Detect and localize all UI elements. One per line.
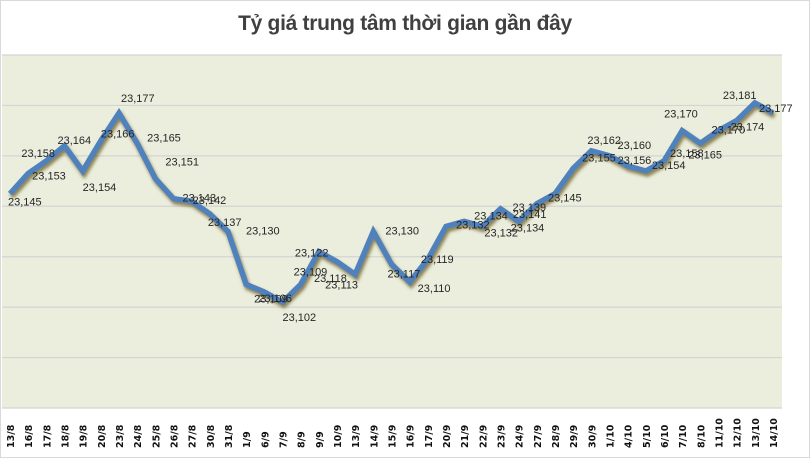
data-label: 23,155 <box>582 152 616 164</box>
plot-area <box>2 55 782 408</box>
data-label: 23,110 <box>418 283 451 295</box>
gridlines <box>2 54 782 409</box>
data-label: 23,130 <box>385 226 419 238</box>
x-tick-label: 18/8 <box>61 424 72 448</box>
x-tick-label: 8/10 <box>696 424 707 448</box>
data-label: 23,143 <box>183 193 217 205</box>
x-tick-label: 9/9 <box>315 431 326 448</box>
x-tick-label: 24/8 <box>133 424 144 448</box>
data-label: 23,166 <box>101 129 135 141</box>
x-tick-label: 29/9 <box>569 425 580 448</box>
x-tick-label: 31/8 <box>224 424 235 448</box>
x-tick-label: 24/9 <box>515 425 526 448</box>
data-label: 23,177 <box>759 103 793 115</box>
data-label: 23,162 <box>587 135 621 147</box>
data-label: 23,134 <box>511 222 545 234</box>
data-label: 23,106 <box>258 293 292 305</box>
data-label: 23,154 <box>83 182 117 194</box>
x-tick-label: 1/9 <box>242 431 253 448</box>
x-tick-label: 20/8 <box>97 424 108 448</box>
data-label: 23,117 <box>388 268 421 280</box>
x-tick-label: 28/9 <box>551 425 562 448</box>
data-label: 23,141 <box>513 209 547 221</box>
x-tick-label: 10/9 <box>333 425 344 448</box>
x-tick-label: 13/10 <box>751 418 762 448</box>
x-tick-label: 4/10 <box>624 424 635 448</box>
data-label: 23,109 <box>294 266 328 278</box>
x-axis: 13/8 16/8 17/8 18/8 19/8 20/8 23/8 24/8 25/8 26/8… <box>6 418 780 448</box>
data-label: 23,145 <box>548 193 582 205</box>
data-label: 23,170 <box>664 109 698 121</box>
x-tick-label: 30/8 <box>206 424 217 448</box>
data-label: 23,118 <box>314 273 347 285</box>
data-label: 23,160 <box>618 140 652 152</box>
x-tick-label: 21/9 <box>460 425 471 448</box>
x-tick-label: 23/8 <box>115 424 126 448</box>
x-tick-label: 14/9 <box>369 425 380 448</box>
x-tick-label: 6/10 <box>660 424 671 448</box>
x-tick-label: 16/8 <box>24 424 35 448</box>
x-tick-label: 15/9 <box>388 425 399 448</box>
x-tick-label: 30/9 <box>587 425 598 448</box>
x-tick-label: 7/9 <box>279 431 290 448</box>
data-label: 23,154 <box>652 160 686 172</box>
x-tick-label: 25/8 <box>151 424 162 448</box>
data-label: 23,170 <box>712 125 746 137</box>
data-label: 23,164 <box>58 135 92 147</box>
data-label: 23,177 <box>121 93 155 105</box>
data-label: 23,158 <box>670 148 704 160</box>
data-label: 23,137 <box>208 217 242 229</box>
data-label: 23,122 <box>295 248 329 260</box>
x-tick-label: 13/8 <box>6 424 17 448</box>
x-tick-label: 26/8 <box>170 424 181 448</box>
data-label: 23,158 <box>21 148 55 160</box>
x-tick-label: 6/9 <box>260 431 271 448</box>
x-tick-label: 20/9 <box>442 425 453 448</box>
x-tick-label: 17/9 <box>424 425 435 448</box>
data-label: 23,132 <box>484 227 518 239</box>
data-label: 23,113 <box>325 279 358 291</box>
x-tick-label: 23/9 <box>497 425 508 448</box>
x-tick-label: 19/8 <box>79 424 90 448</box>
x-tick-label: 8/9 <box>297 431 308 448</box>
x-tick-label: 7/10 <box>678 424 689 448</box>
data-label: 23,145 <box>8 197 42 209</box>
x-tick-label: 22/9 <box>478 425 489 448</box>
data-series-line <box>7 99 775 306</box>
data-labels: 23,14523,15323,15823,16423,15423,16623,1… <box>8 90 793 324</box>
data-label: 23,130 <box>246 226 280 238</box>
x-tick-label: 16/9 <box>406 425 417 448</box>
data-label: 23,156 <box>618 155 652 167</box>
chart-title: Tỷ giá trung tâm thời gian gần đây <box>238 12 572 35</box>
x-tick-label: 14/10 <box>769 418 780 448</box>
x-tick-label: 17/8 <box>42 424 53 448</box>
x-tick-label: 27/9 <box>533 425 544 448</box>
data-label: 23,102 <box>283 312 317 324</box>
data-label: 23,109 <box>254 293 288 305</box>
data-label: 23,165 <box>147 132 181 144</box>
x-tick-label: 12/10 <box>733 418 744 448</box>
data-label: 23,119 <box>421 254 454 266</box>
data-label: 23,174 <box>731 122 765 134</box>
data-label: 23,165 <box>688 149 722 161</box>
x-tick-label: 1/10 <box>606 424 617 448</box>
data-label: 23,134 <box>474 210 508 222</box>
data-label: 23,132 <box>456 219 490 231</box>
x-tick-label: 13/9 <box>351 425 362 448</box>
data-label: 23,139 <box>513 202 547 214</box>
data-label: 23,142 <box>193 195 227 207</box>
x-tick-label: 11/10 <box>715 418 726 448</box>
series-line <box>7 99 775 306</box>
x-tick-label: 5/10 <box>642 424 653 448</box>
data-label: 23,153 <box>32 171 66 183</box>
data-label: 23,151 <box>165 157 199 169</box>
data-label: 23,181 <box>723 90 757 102</box>
x-tick-label: 27/8 <box>188 424 199 448</box>
